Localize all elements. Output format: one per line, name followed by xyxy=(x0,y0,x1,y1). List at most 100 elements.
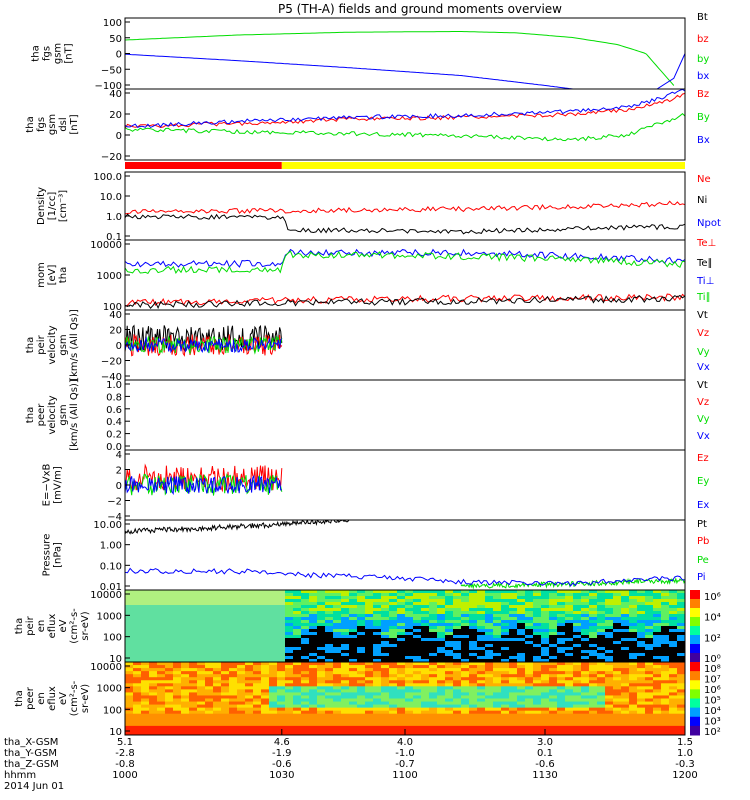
peir_spec-cell xyxy=(341,638,350,642)
peer_spec-cell xyxy=(629,710,638,715)
peer_spec-cell xyxy=(613,665,622,669)
peir_spec-cell xyxy=(525,647,534,651)
peer_spec-cell xyxy=(141,686,150,690)
peir_spec-cell xyxy=(493,653,502,657)
peir_spec-cell xyxy=(317,644,326,648)
peir_spec-cell xyxy=(253,647,262,651)
peir_spec-cell xyxy=(477,626,486,630)
peer_spec-cell xyxy=(437,722,446,727)
peer_spec-cell xyxy=(309,686,318,690)
peir_spec-cell xyxy=(357,629,366,633)
peir_spec-cell xyxy=(661,605,670,609)
peir_spec-cell xyxy=(629,653,638,657)
peir_spec-cell xyxy=(325,656,334,660)
peer_spec-cell xyxy=(421,680,430,684)
peer_spec-cell xyxy=(253,680,262,684)
peer_spec-cell xyxy=(325,692,334,696)
density-legend-Npot: Npot xyxy=(697,218,721,229)
peir_spec-cell xyxy=(653,605,662,609)
peer_spec-cell xyxy=(237,680,246,684)
peir_spec-cell xyxy=(133,647,142,651)
peir_spec-cell xyxy=(597,641,606,645)
peer_spec-cell xyxy=(125,698,134,703)
peer_spec-cell xyxy=(141,671,150,675)
peer_spec-cell xyxy=(157,731,166,736)
peer_spec-cell xyxy=(245,665,254,669)
peir_spec-cell xyxy=(613,623,622,627)
peir_spec-cell xyxy=(437,632,446,636)
peer_spec-cell xyxy=(445,689,454,693)
peir_spec-cell xyxy=(485,659,494,663)
peir_spec-cell xyxy=(485,626,494,630)
peer_spec-cell xyxy=(253,692,262,696)
peir_spec-cell xyxy=(285,614,294,618)
peir_spec-cell xyxy=(533,629,542,633)
peir_spec-cell xyxy=(581,641,590,645)
peer_spec-cell xyxy=(493,710,502,715)
peir_spec-cell xyxy=(357,659,366,663)
peir_spec-colorbar-step xyxy=(690,644,700,654)
peir_spec-cell xyxy=(637,656,646,660)
peir_spec-cell xyxy=(333,617,342,621)
peer_spec-cell xyxy=(261,701,270,706)
peer_spec-cell xyxy=(557,686,566,690)
peer_spec-cell xyxy=(589,722,598,727)
peer_spec-cell xyxy=(365,695,374,699)
efield-ytick-label: 0 xyxy=(116,481,122,492)
peir_spec-cell xyxy=(157,644,166,648)
peir_spec-cell xyxy=(573,605,582,609)
peir_spec-cell xyxy=(373,614,382,618)
peir_spec-cell xyxy=(365,602,374,606)
peer_spec-cell xyxy=(501,707,510,712)
peir_spec-cell xyxy=(469,611,478,615)
peir_spec-cell xyxy=(277,620,286,624)
peer_spec-cell xyxy=(237,665,246,669)
peer_spec-cell xyxy=(429,698,438,703)
peer_spec-cell xyxy=(421,707,430,712)
peer_spec-cell xyxy=(429,725,438,730)
peir_spec-cell xyxy=(373,626,382,630)
peer_spec-cell xyxy=(653,680,662,684)
peer_spec-ylabel-line: eflux xyxy=(47,686,58,711)
peir_spec-cell xyxy=(485,650,494,654)
x-axis-tick-label: 3.0 xyxy=(537,737,553,748)
peir_spec-cell xyxy=(437,614,446,618)
peir_spec-cell xyxy=(413,593,422,597)
peer_spec-cell xyxy=(613,731,622,736)
peir_spec-cell xyxy=(469,629,478,633)
peer_spec-cell xyxy=(557,689,566,693)
peir_spec-cell xyxy=(229,629,238,633)
peir_spec-cell xyxy=(573,614,582,618)
peir_spec-cell xyxy=(389,629,398,633)
peer_spec-cell xyxy=(165,683,174,687)
peer_spec-cell xyxy=(661,707,670,712)
peir_spec-cell xyxy=(629,620,638,624)
peir_spec-cell xyxy=(197,599,206,603)
peir_spec-cell xyxy=(301,635,310,639)
peir_spec-cell xyxy=(485,629,494,633)
peir_spec-cell xyxy=(181,653,190,657)
peer_spec-cell xyxy=(389,689,398,693)
peer_spec-cell xyxy=(205,665,214,669)
peir_spec-cell xyxy=(269,620,278,624)
peer_spec-cell xyxy=(653,698,662,703)
peir_spec-cell xyxy=(653,629,662,633)
peer_spec-cell xyxy=(373,725,382,730)
peer_spec-cell xyxy=(373,704,382,709)
peir_spec-cell xyxy=(589,659,598,663)
peir_spec-cell xyxy=(325,611,334,615)
peer_spec-cell xyxy=(373,671,382,675)
peir_spec-cell xyxy=(637,638,646,642)
peir_spec-cell xyxy=(221,635,230,639)
peer_spec-cell xyxy=(221,683,230,687)
peer_spec-cell xyxy=(189,671,198,675)
peir_spec-cell xyxy=(381,602,390,606)
peer_spec-cell xyxy=(333,692,342,696)
peir_spec-cell xyxy=(485,590,494,594)
peer_spec-cell xyxy=(589,680,598,684)
peer_spec-cell xyxy=(133,707,142,712)
peer_spec-cell xyxy=(597,689,606,693)
vpeir-ylabel-line: peir xyxy=(36,334,47,354)
peir_spec-cell xyxy=(237,617,246,621)
peir_spec-cell xyxy=(629,599,638,603)
